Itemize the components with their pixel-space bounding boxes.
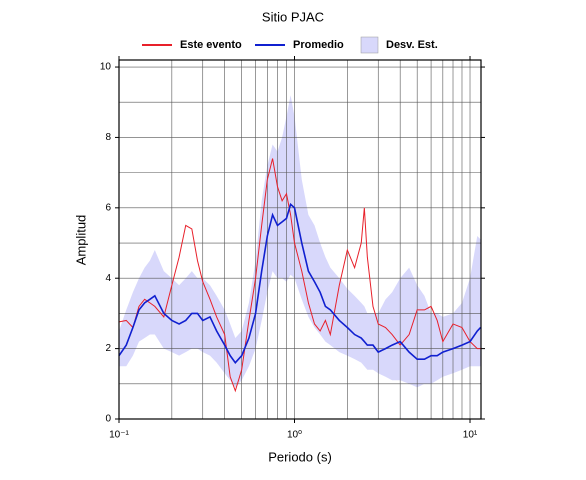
x-axis-label: Periodo (s): [268, 449, 332, 464]
y-tick-label: 8: [105, 132, 111, 143]
legend-label: Desv. Est.: [386, 39, 438, 51]
y-tick-label: 2: [105, 343, 111, 354]
x-tick-label: 10⁻¹: [109, 430, 129, 441]
y-tick-label: 6: [105, 202, 111, 213]
y-tick-label: 4: [105, 273, 111, 284]
y-tick-label: 0: [105, 414, 111, 425]
x-tick-label: 10¹: [463, 430, 478, 441]
x-tick-label: 10⁰: [287, 430, 302, 441]
y-axis-label: Amplitud: [73, 215, 88, 266]
legend-swatch: [360, 36, 379, 54]
y-tick-label: 10: [100, 62, 112, 73]
legend-label: Promedio: [293, 39, 344, 51]
std-band: [119, 95, 481, 388]
plot-frame: [118, 59, 482, 420]
chart-title: Sitio PJAC: [262, 9, 324, 24]
series-line: [118, 202, 482, 364]
legend-label: Este evento: [180, 39, 242, 51]
series-line: [118, 158, 481, 393]
